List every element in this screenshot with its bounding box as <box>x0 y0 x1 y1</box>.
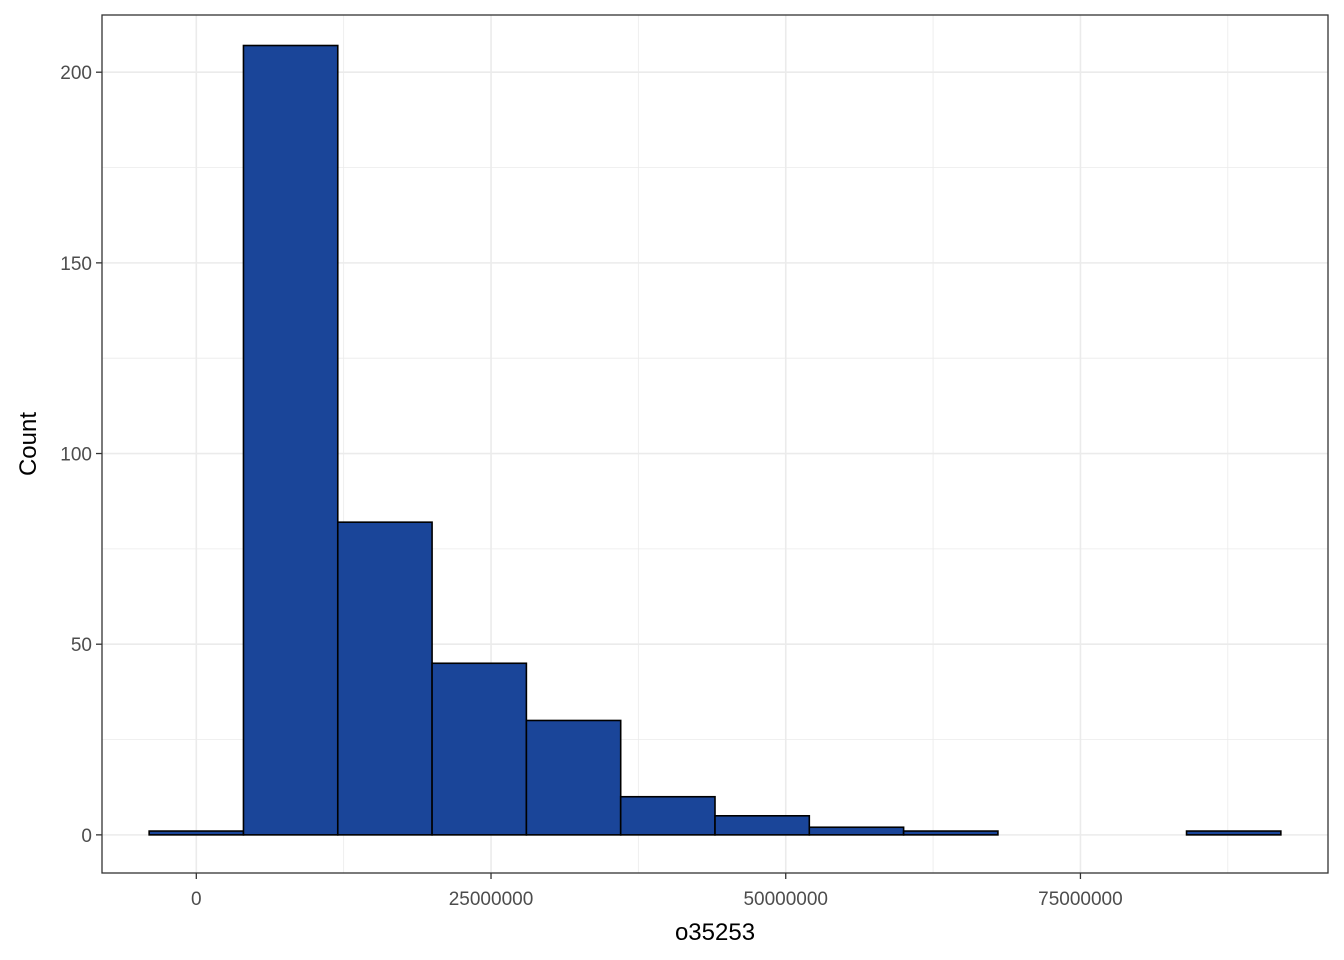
panel-border <box>101 14 1329 874</box>
histogram-bar <box>336 521 433 836</box>
y-tick-label: 200 <box>60 63 92 84</box>
x-axis-ticks: 0 25000000 50000000 75000000 <box>191 873 1123 910</box>
y-axis-ticks: 0 50 100 150 200 <box>60 63 102 847</box>
y-tick-label: 100 <box>60 445 92 466</box>
histogram-bar <box>714 814 811 836</box>
x-tick-label: 0 <box>191 889 202 910</box>
histogram-bar <box>619 795 716 836</box>
x-tick-label: 50000000 <box>743 889 828 910</box>
histogram-bar <box>525 719 622 836</box>
x-axis-title: o35253 <box>675 919 755 946</box>
y-tick-label: 50 <box>71 635 92 656</box>
histogram-bars <box>148 44 1282 836</box>
x-tick-label: 75000000 <box>1038 889 1123 910</box>
histogram-bar <box>902 830 999 836</box>
histogram-bar <box>431 662 528 836</box>
x-tick-label: 25000000 <box>449 889 534 910</box>
histogram-bar <box>242 44 339 836</box>
histogram-bar <box>1185 830 1282 836</box>
y-axis-title: Count <box>15 412 42 476</box>
y-tick-label: 0 <box>81 826 92 847</box>
y-tick-label: 150 <box>60 254 92 275</box>
histogram-bar <box>148 830 245 836</box>
histogram-bar <box>808 826 905 836</box>
